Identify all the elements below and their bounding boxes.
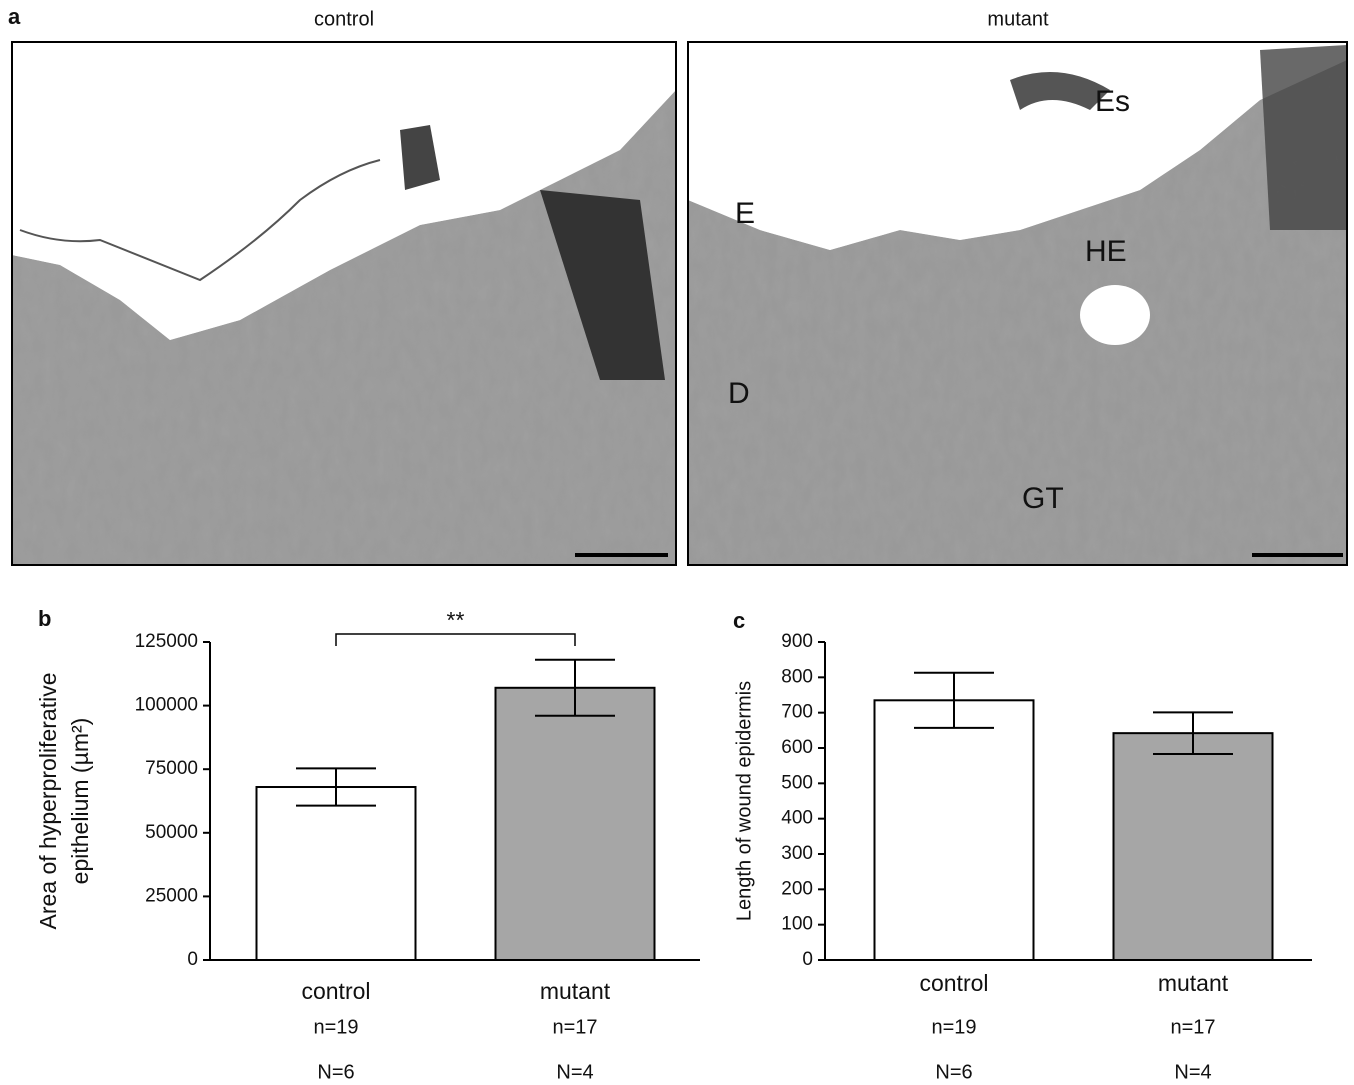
y-axis-label: Length of wound epidermis [733,681,755,921]
y-tick-label: 100 [781,914,813,935]
y-tick-label: 800 [781,666,813,687]
y-tick-label: 500 [781,772,813,793]
region-label: HE [1085,235,1127,268]
y-tick-label: 100000 [135,695,198,716]
sample-size: n=19 [931,1016,976,1038]
y-tick-label: 125000 [135,631,198,652]
y-axis-label: epithelium (µm²) [67,718,93,885]
region-label: Es [1095,85,1130,118]
x-tick-label: control [919,970,988,996]
y-tick-label: 50000 [145,822,198,843]
sample-size: N=4 [556,1061,593,1083]
region-label: GT [1022,482,1064,515]
x-tick-label: control [301,978,370,1004]
error-bar [535,658,615,717]
x-tick-label: mutant [540,978,611,1004]
y-tick-label: 700 [781,702,813,723]
micrograph [12,42,676,565]
significance-label: ** [447,607,465,633]
y-tick-label: 0 [802,949,813,970]
panel-letter: a [8,4,21,29]
image-title: mutant [987,8,1049,30]
y-tick-label: 400 [781,808,813,829]
y-axis-label: Area of hyperproliferative [35,673,61,930]
sample-size: n=17 [552,1016,597,1038]
y-tick-label: 200 [781,878,813,899]
panel-letter: c [733,608,745,633]
sample-size: N=6 [317,1061,354,1083]
y-tick-label: 25000 [145,885,198,906]
image-title: control [314,8,374,30]
panel-letter: b [38,606,51,631]
y-tick-label: 75000 [145,758,198,779]
error-bar [1153,711,1233,756]
y-tick-label: 900 [781,631,813,652]
bar [873,699,1035,961]
y-tick-label: 300 [781,843,813,864]
region-label: D [728,377,750,410]
x-tick-label: mutant [1158,970,1229,996]
bar [255,786,417,961]
micrograph [688,42,1347,565]
y-tick-label: 600 [781,737,813,758]
bar [1112,732,1274,961]
sample-size: n=17 [1170,1016,1215,1038]
significance-bracket [335,633,576,646]
bar [494,686,656,961]
sample-size: N=4 [1174,1061,1211,1083]
region-label: E [735,197,755,230]
error-bar [914,671,994,729]
sample-size: n=19 [313,1016,358,1038]
error-bar [296,767,376,807]
y-tick-label: 0 [187,949,198,970]
sample-size: N=6 [935,1061,972,1083]
